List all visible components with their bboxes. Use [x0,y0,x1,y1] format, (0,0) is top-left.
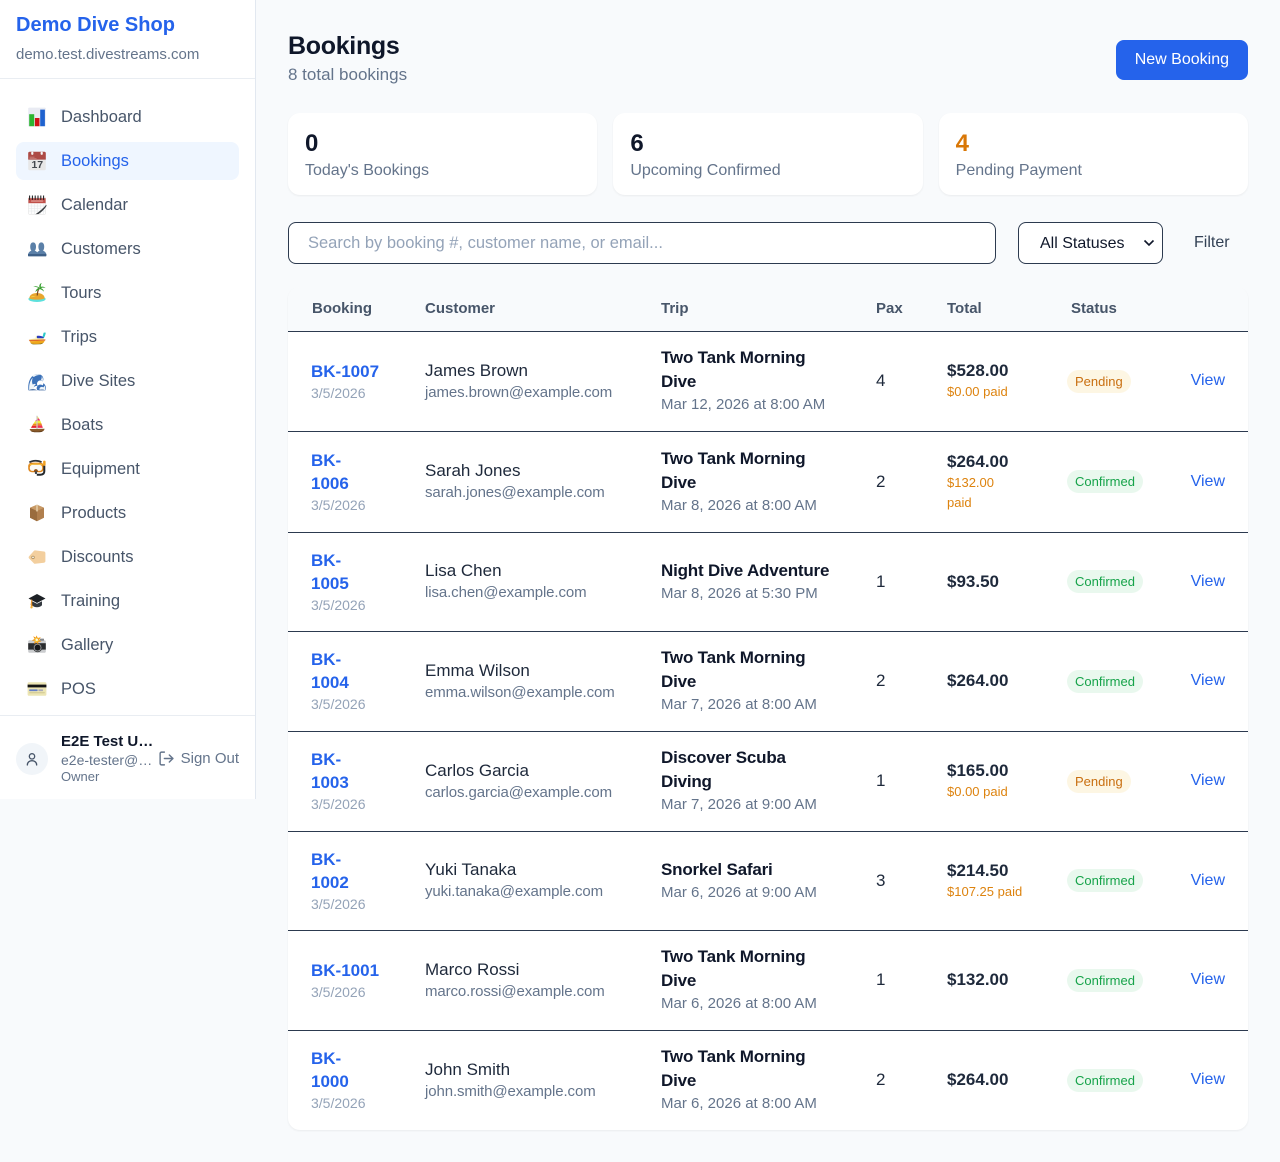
svg-text:17: 17 [31,159,43,171]
